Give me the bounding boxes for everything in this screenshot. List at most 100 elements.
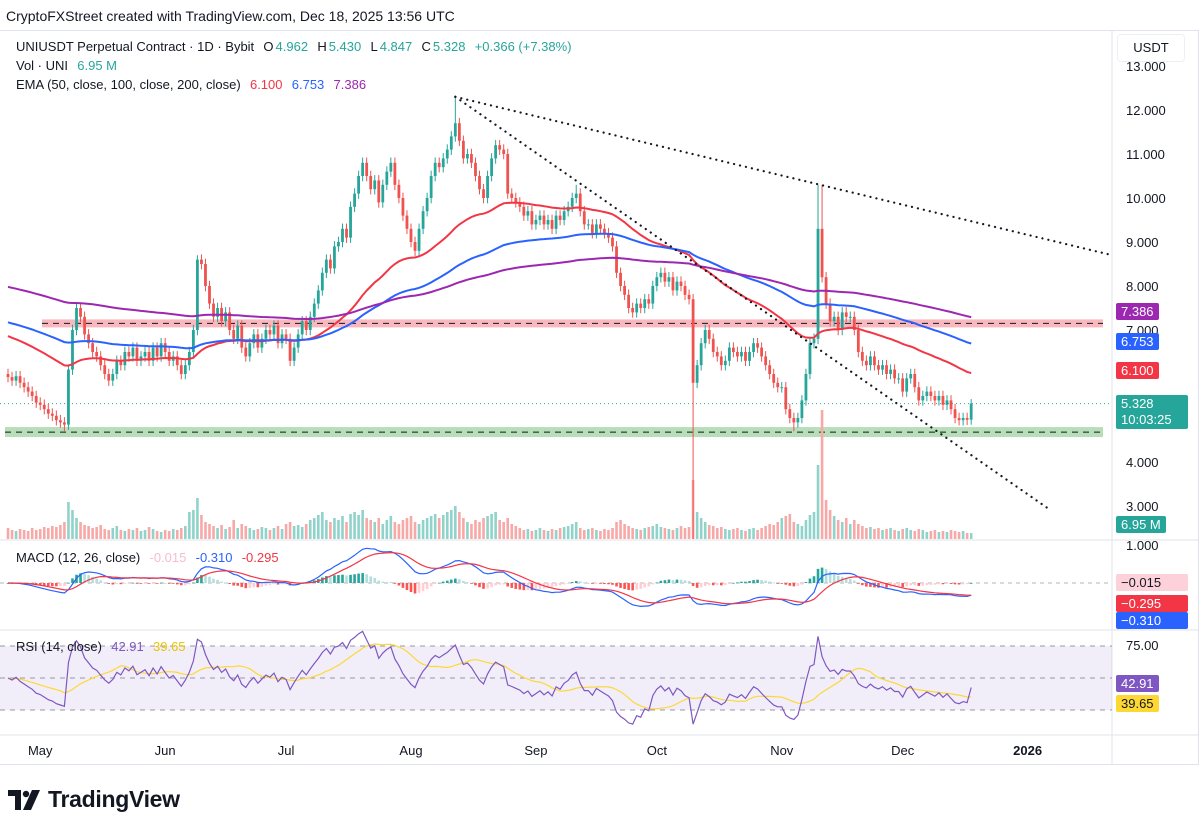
volume-bar	[687, 527, 691, 539]
candle	[470, 148, 473, 169]
candle	[667, 271, 671, 287]
candle-body	[389, 162, 393, 172]
candle-body	[353, 193, 356, 207]
rsi-label[interactable]: RSI (14, close)	[16, 639, 102, 654]
candle-body	[143, 352, 147, 357]
volume-bar	[711, 526, 715, 539]
macd-histogram-bar	[828, 571, 832, 583]
currency-unit-button[interactable]: USDT	[1117, 34, 1185, 62]
volume-bar	[772, 525, 775, 539]
macd-histogram-bar	[171, 583, 175, 584]
rsi-ma-line	[7, 643, 972, 710]
macd-histogram-bar	[397, 583, 401, 586]
macd-histogram-bar	[905, 583, 908, 587]
candle	[723, 355, 727, 371]
candle-body	[457, 123, 461, 141]
volume-bar	[941, 531, 945, 539]
time-tick-label: Jul	[278, 743, 295, 758]
ema-label[interactable]: EMA (50, close, 100, close, 200, close)	[16, 77, 241, 92]
macd-histogram-bar	[703, 583, 707, 586]
candle-body	[635, 303, 639, 313]
candle-body	[441, 158, 445, 168]
candle-body	[292, 347, 296, 361]
volume-bar	[171, 529, 175, 539]
volume-bar	[284, 524, 288, 539]
macd-histogram-bar	[200, 575, 203, 583]
candle	[703, 324, 707, 349]
candle	[10, 371, 14, 386]
volume-bar	[832, 516, 836, 539]
macd-hist-value: -0.015	[149, 550, 187, 565]
candle	[639, 298, 643, 314]
candle-body	[159, 343, 163, 357]
candle	[820, 184, 824, 283]
candle	[852, 311, 856, 336]
macd-histogram-bar	[921, 583, 925, 586]
volume-bar	[10, 530, 14, 539]
volume-bar	[470, 524, 473, 539]
candle	[457, 117, 461, 147]
tradingview-logo[interactable]: TradingView	[8, 786, 180, 813]
volume-bar	[240, 524, 244, 539]
volume-bar	[848, 524, 852, 539]
macd-histogram-bar	[599, 583, 602, 584]
candle	[107, 368, 111, 386]
macd-line-value: -0.310	[195, 550, 233, 565]
candle-body	[619, 272, 622, 286]
macd-histogram-bar	[143, 583, 147, 584]
volume-bar	[764, 526, 767, 539]
volume-bar	[188, 512, 191, 539]
candle-body	[534, 220, 538, 225]
macd-histogram-bar	[772, 582, 775, 584]
candle	[502, 144, 506, 160]
ema-legend: EMA (50, close, 100, close, 200, close) …	[16, 77, 368, 92]
candle	[921, 390, 925, 406]
symbol-name[interactable]: UNIUSDT Perpetual Contract · 1D · Bybit	[16, 39, 255, 54]
candle-body	[909, 374, 913, 379]
volume-bar	[615, 522, 618, 539]
candle-body	[784, 387, 788, 410]
candle-body	[711, 338, 715, 352]
macd-histogram-bar	[99, 580, 102, 583]
macd-histogram-bar	[800, 583, 804, 585]
candle-body	[832, 316, 836, 322]
candle-body	[135, 347, 139, 361]
macd-histogram-bar	[135, 583, 139, 584]
candle	[316, 285, 320, 309]
candle	[836, 311, 840, 336]
candle-body	[445, 149, 449, 159]
macd-histogram-bar	[744, 581, 747, 583]
candle-body	[95, 352, 99, 357]
candle-body	[732, 347, 735, 352]
candle-body	[546, 220, 550, 225]
volume-bar	[95, 527, 98, 539]
candle-body	[405, 215, 409, 229]
volume-bar	[921, 530, 925, 539]
macd-histogram-bar	[413, 583, 417, 594]
volume-bar	[744, 531, 747, 539]
volume-bar	[389, 516, 393, 539]
macd-histogram-bar	[655, 582, 659, 584]
candle-body	[578, 193, 582, 212]
trendline	[454, 95, 1114, 257]
volume-bar	[659, 527, 663, 539]
macd-histogram-bar	[454, 578, 457, 583]
macd-histogram-bar	[502, 583, 505, 585]
candle-body	[691, 299, 695, 383]
macd-histogram-bar	[929, 583, 933, 585]
candle-body	[687, 294, 691, 300]
candle	[163, 337, 167, 358]
volume-bar	[720, 527, 723, 539]
candle-body	[808, 343, 812, 374]
volume-bar	[587, 529, 590, 539]
volume-bar	[220, 525, 223, 539]
macd-label[interactable]: MACD (12, 26, close)	[16, 550, 141, 565]
volume-bar	[409, 516, 413, 539]
volume-bar	[937, 532, 941, 539]
time-tick-label: Aug	[399, 743, 422, 758]
volume-label[interactable]: Vol · UNI	[16, 58, 69, 73]
volume-bar	[6, 528, 10, 539]
candle-body	[264, 330, 268, 339]
candle-body	[957, 418, 961, 421]
